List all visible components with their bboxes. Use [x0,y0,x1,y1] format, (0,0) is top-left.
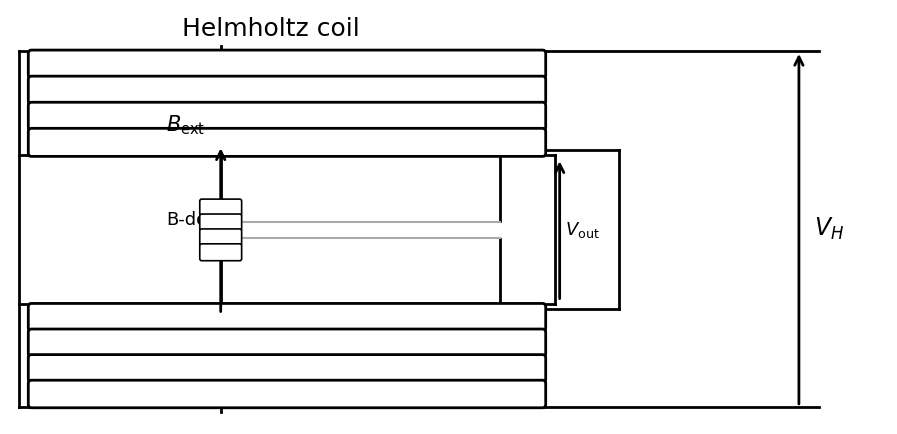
FancyBboxPatch shape [29,329,545,357]
Text: B-dot: B-dot [166,211,214,229]
FancyBboxPatch shape [200,214,241,231]
Text: $B_{\mathrm{ext}}$: $B_{\mathrm{ext}}$ [166,114,205,138]
FancyBboxPatch shape [29,303,545,331]
FancyBboxPatch shape [29,355,545,382]
FancyBboxPatch shape [200,229,241,246]
FancyBboxPatch shape [29,128,545,156]
FancyBboxPatch shape [29,50,545,78]
Text: $V_{\mathrm{out}}$: $V_{\mathrm{out}}$ [564,220,599,240]
FancyBboxPatch shape [29,102,545,130]
FancyBboxPatch shape [29,380,545,408]
FancyBboxPatch shape [200,244,241,261]
Text: Helmholtz coil: Helmholtz coil [182,17,360,41]
FancyBboxPatch shape [200,199,241,216]
FancyBboxPatch shape [29,76,545,104]
Text: $V_H$: $V_H$ [814,216,844,242]
